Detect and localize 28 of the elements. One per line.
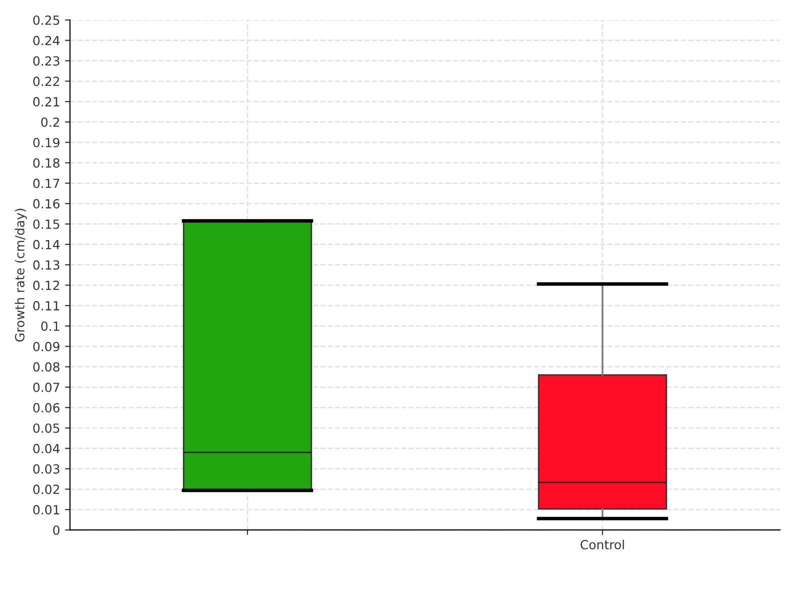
y-tick-label: 0.22: [33, 76, 60, 86]
y-tick-label: 0.1: [41, 321, 60, 331]
y-tick-label: 0: [53, 525, 60, 535]
y-axis-title: Growth rate (cm/day): [14, 208, 27, 342]
y-tick-label: 0.18: [33, 158, 60, 168]
y-tick-label: 0.17: [33, 178, 60, 188]
y-tick-label: 0.11: [33, 301, 60, 311]
y-tick-label: 0.05: [33, 423, 60, 433]
y-tick-label: 0.03: [33, 464, 60, 474]
y-tick-label: 0.14: [33, 240, 60, 250]
y-tick-label: 0.24: [33, 36, 60, 46]
y-tick-label: 0.13: [33, 260, 60, 270]
y-tick-label: 0.01: [33, 505, 60, 515]
y-tick-label: 0.04: [33, 444, 60, 454]
y-tick-label: 0.09: [33, 342, 60, 352]
y-tick-label: 0.15: [33, 219, 60, 229]
y-tick-label: 0.21: [33, 97, 60, 107]
y-tick-label: 0.16: [33, 199, 60, 209]
y-tick-label: 0.07: [33, 382, 60, 392]
y-tick-label: 0.25: [33, 15, 60, 25]
y-tick-label: 0.02: [33, 484, 60, 494]
y-tick-label: 0.23: [33, 56, 60, 66]
y-tick-label: 0.19: [33, 138, 60, 148]
y-tick-label: 0.08: [33, 362, 60, 372]
y-tick-label: 0.2: [41, 117, 60, 127]
y-tick-label: 0.12: [33, 280, 60, 290]
x-tick-label: Control: [580, 540, 624, 550]
y-tick-label: 0.06: [33, 403, 60, 413]
